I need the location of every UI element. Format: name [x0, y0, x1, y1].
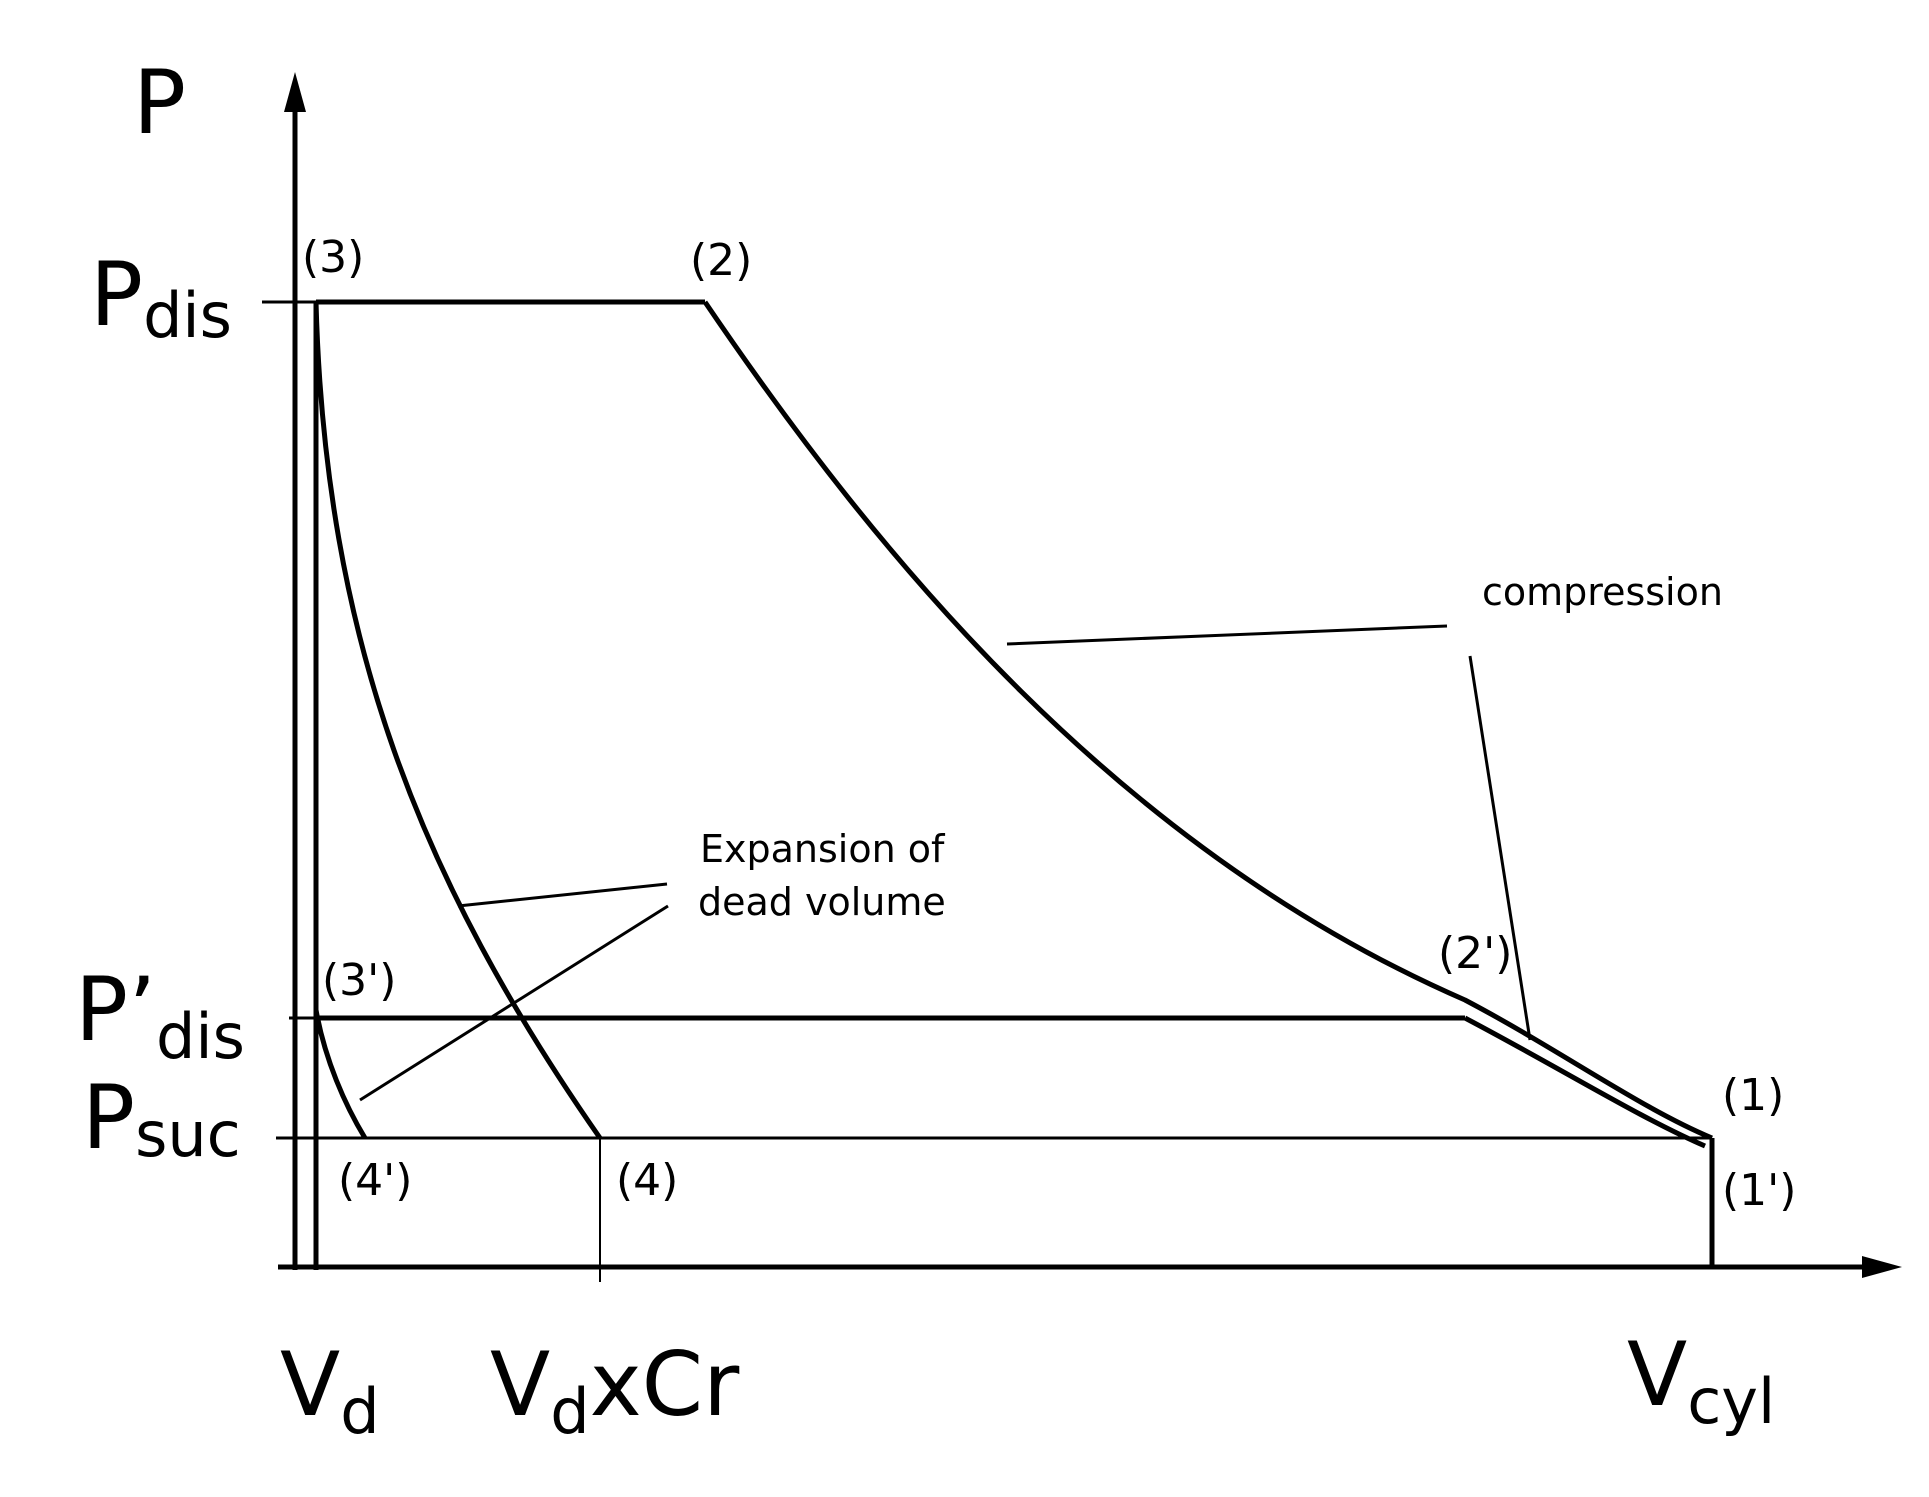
compression-curve-lower: [1463, 1015, 1706, 1149]
compression-annotation: compression: [1482, 570, 1723, 614]
x-axis-arrow: [1862, 1256, 1902, 1278]
p-dis-prime-label: P’dis: [75, 958, 245, 1073]
p-dis-main: P: [90, 243, 143, 346]
p-dis-prime-sub: dis: [156, 1000, 245, 1073]
compression-curve: [702, 300, 1713, 1141]
p-suc-label: Psuc: [82, 1066, 241, 1171]
expansion-annotation-line1: Expansion of: [700, 827, 946, 871]
expansion-curve-small: [313, 1009, 368, 1140]
expansion-annotation-line2: dead volume: [698, 880, 946, 924]
compression-leader-1: [1006, 624, 1448, 646]
v-d-label: Vd: [280, 1333, 380, 1448]
v-d-sub: d: [340, 1375, 379, 1448]
p-dis-sub: dis: [143, 279, 232, 352]
v-dxcr-sub: d: [550, 1375, 589, 1448]
expansion-leader-2: [359, 904, 669, 1102]
point-label-1: (1): [1722, 1070, 1784, 1121]
point-label-4p: (4'): [338, 1155, 412, 1206]
p-dis-label: Pdis: [90, 243, 232, 352]
v-dxcr-label: VdxCr: [490, 1333, 740, 1448]
expansion-leader-1: [457, 882, 668, 908]
point-label-1p: (1'): [1722, 1165, 1796, 1216]
point-label-2p: (2'): [1438, 928, 1512, 979]
v-cyl-sub: cyl: [1687, 1365, 1775, 1438]
p-suc-sub: suc: [135, 1098, 241, 1171]
v-cyl-main: V: [1627, 1323, 1687, 1426]
v-cyl-label: Vcyl: [1627, 1323, 1775, 1438]
y-axis-label: P: [133, 51, 186, 154]
point-label-3p: (3'): [322, 955, 396, 1006]
point-label-2: (2): [690, 235, 752, 286]
point-label-4: (4): [616, 1155, 678, 1206]
point-label-3: (3): [302, 232, 364, 283]
v-dxcr-tail: xCr: [590, 1333, 741, 1436]
v-dxcr-main: V: [490, 1333, 550, 1436]
v-d-main: V: [280, 1333, 340, 1436]
compression-leader-2: [1468, 655, 1532, 1041]
p-suc-main: P: [82, 1066, 135, 1169]
p-dis-prime-main: P’: [75, 958, 156, 1061]
expansion-curve: [313, 301, 603, 1140]
y-axis-arrow: [284, 72, 306, 112]
